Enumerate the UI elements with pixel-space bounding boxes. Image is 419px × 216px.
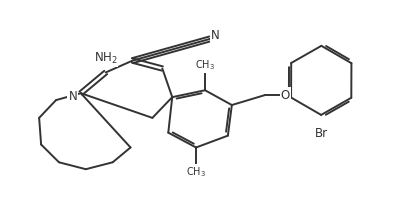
Text: Br: Br: [315, 127, 328, 140]
Text: CH$_3$: CH$_3$: [195, 59, 215, 72]
Text: O: O: [281, 89, 290, 102]
Text: NH$_2$: NH$_2$: [94, 51, 118, 66]
Text: N: N: [211, 29, 219, 42]
Text: CH$_3$: CH$_3$: [186, 165, 206, 179]
Text: N: N: [69, 90, 77, 103]
